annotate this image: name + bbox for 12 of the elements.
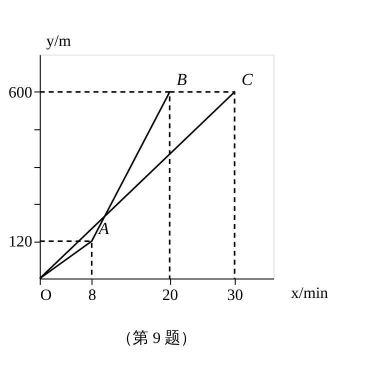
- x-axis-title: x/min: [290, 284, 328, 302]
- annotation: B: [176, 70, 187, 89]
- x-tick-label: 30: [227, 286, 244, 304]
- x-tick-label: O: [40, 286, 52, 304]
- y-axis-title: y/m: [46, 33, 72, 50]
- y-tick-label: 120: [8, 234, 32, 251]
- x-tick-label: 8: [88, 286, 96, 304]
- y-tick-label: 600: [8, 84, 32, 102]
- annotation: C: [242, 70, 254, 89]
- x-tick-label: 20: [162, 286, 178, 304]
- annotation: A: [98, 219, 110, 238]
- text: （第 9 题）: [116, 330, 197, 348]
